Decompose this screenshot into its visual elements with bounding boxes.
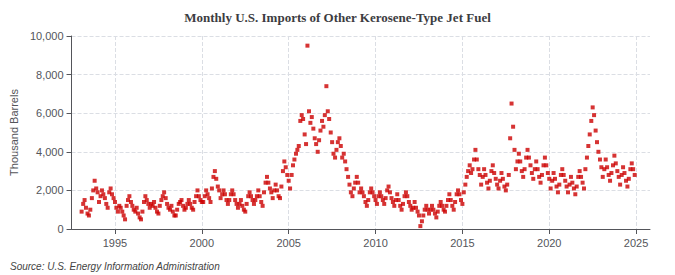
svg-text:2000: 2000	[190, 237, 214, 249]
svg-text:6,000: 6,000	[36, 107, 64, 119]
svg-text:8,000: 8,000	[36, 69, 64, 81]
svg-text:Monthly U.S. Imports of Other: Monthly U.S. Imports of Other Kerosene-T…	[184, 10, 491, 25]
svg-text:2015: 2015	[450, 237, 474, 249]
svg-text:1995: 1995	[103, 237, 127, 249]
svg-text:2010: 2010	[363, 237, 387, 249]
svg-text:4,000: 4,000	[36, 146, 64, 158]
svg-text:Source: U.S. Energy Informatio: Source: U.S. Energy Information Administ…	[10, 261, 220, 272]
svg-text:2005: 2005	[276, 237, 300, 249]
svg-text:0: 0	[57, 223, 63, 235]
svg-text:2025: 2025	[624, 237, 648, 249]
svg-text:2020: 2020	[537, 237, 561, 249]
svg-text:10,000: 10,000	[30, 30, 64, 42]
svg-text:Thousand Barrels: Thousand Barrels	[8, 89, 20, 176]
svg-text:2,000: 2,000	[36, 184, 64, 196]
